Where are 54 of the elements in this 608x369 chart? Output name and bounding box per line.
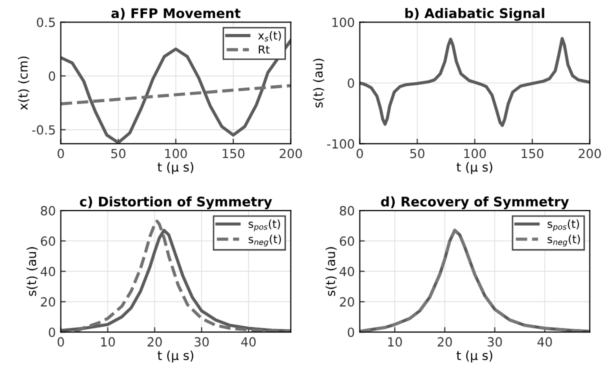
x-tick-label: 20 [438, 337, 452, 347]
x-tick-label: 100 [464, 148, 486, 158]
x-axis-title: t (μ s) [456, 162, 492, 174]
legend-label: x$_{s}$(t) [258, 31, 281, 42]
y-tick-label: 0 [348, 328, 354, 338]
x-tick-label: 40 [241, 337, 256, 347]
chart-title: c) Distortion of Symmetry [80, 196, 272, 210]
x-tick-label: 0 [356, 148, 363, 158]
x-tick-label: 0 [58, 148, 64, 158]
x-tick-label: 150 [222, 148, 244, 158]
y-tick-label: 60 [340, 236, 354, 246]
y-tick-label: -100 [327, 139, 354, 149]
y-axis-title: s(t) (au) [26, 247, 38, 296]
y-tick-label: 20 [40, 297, 56, 307]
y-axis-title: s(t) (au) [313, 58, 324, 108]
y-tick-label: 60 [40, 236, 56, 246]
x-tick-label: 50 [111, 148, 126, 158]
x-tick-label: 20 [148, 337, 162, 347]
y-axis-title: x(t) (cm) [18, 56, 30, 110]
legend-label: Rt [258, 45, 270, 54]
x-axis-title: t (μ s) [158, 162, 194, 174]
line-series [360, 37, 590, 127]
chart-title: b) Adiabatic Signal [405, 8, 544, 21]
x-axis-title: t (μ s) [456, 350, 492, 363]
y-tick-label: 40 [40, 266, 56, 276]
y-tick-label: 0.5 [36, 18, 55, 28]
y-axis-title: s(t) (au) [326, 247, 337, 296]
x-tick-label: 50 [410, 148, 424, 158]
y-tick-label: 40 [340, 266, 354, 276]
legend-label: s$_{pos}$(t) [248, 219, 280, 232]
y-tick-label: 100 [332, 18, 354, 28]
y-tick-label: 0 [48, 328, 56, 338]
legend-label: s$_{neg}$(t) [548, 234, 580, 247]
legend-label: s$_{neg}$(t) [248, 234, 281, 247]
chart-title: a) FFP Movement [111, 8, 240, 20]
x-tick-label: 30 [488, 337, 502, 347]
x-tick-label: 150 [522, 148, 544, 158]
y-tick-label: 0 [48, 71, 56, 81]
y-tick-label: 20 [340, 297, 354, 307]
x-tick-label: 10 [101, 337, 115, 347]
x-axis-title: t (μ s) [158, 350, 194, 363]
x-tick-label: 10 [388, 337, 402, 347]
x-tick-label: 30 [194, 337, 209, 347]
x-tick-label: 40 [537, 337, 552, 347]
y-tick-label: 80 [40, 206, 56, 216]
x-tick-label: 200 [578, 148, 601, 158]
x-tick-label: 200 [280, 148, 302, 158]
y-tick-label: -0.5 [32, 125, 55, 135]
y-tick-label: 80 [340, 206, 354, 216]
y-tick-label: 0 [348, 78, 354, 88]
x-tick-label: 0 [58, 337, 64, 347]
legend-label: s$_{pos}$(t) [548, 219, 579, 232]
x-tick-label: 100 [165, 148, 187, 158]
chart-title: d) Recovery of Symmetry [381, 196, 569, 210]
